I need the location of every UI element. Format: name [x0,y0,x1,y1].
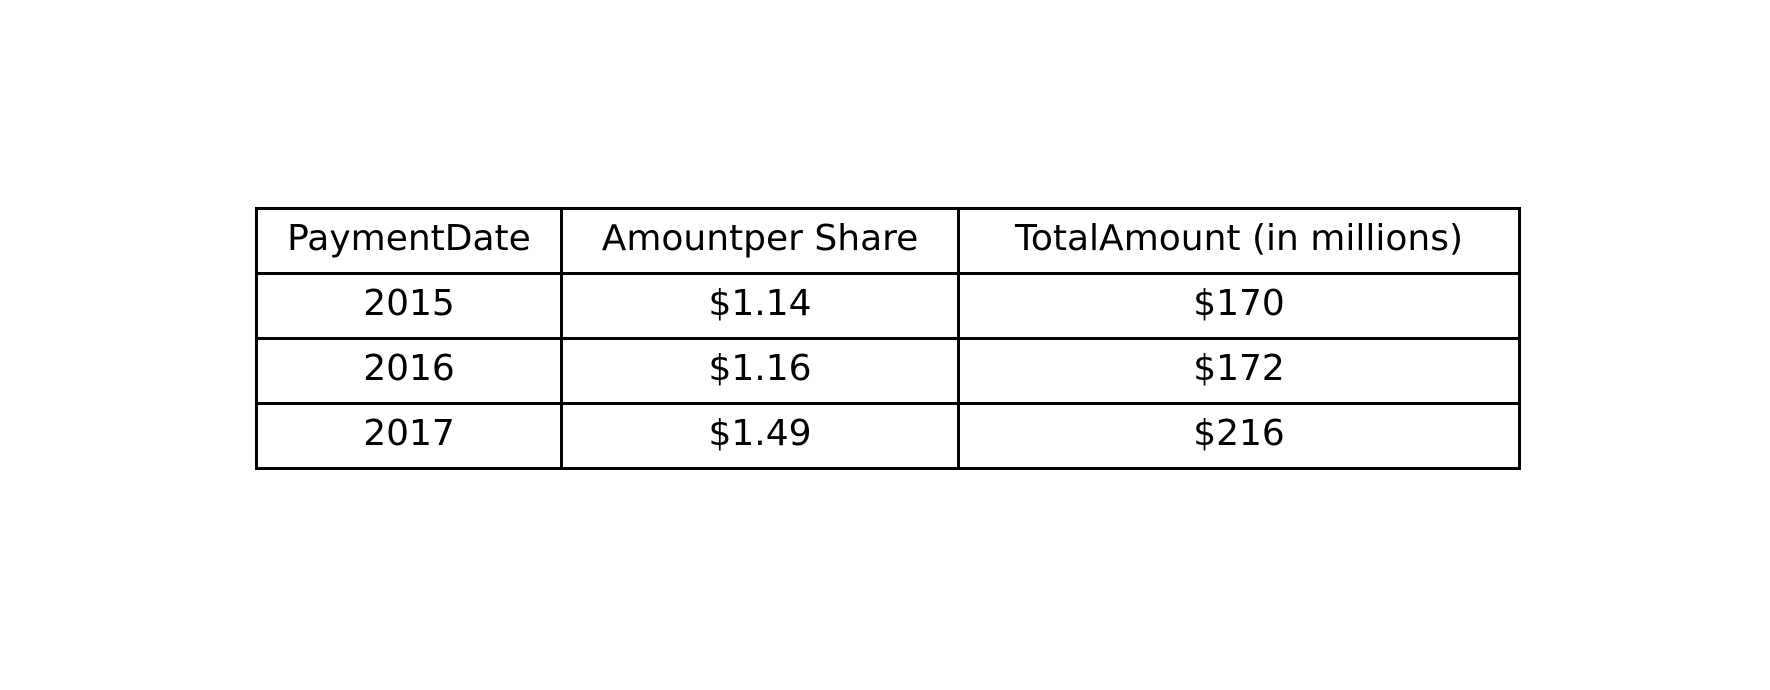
cell-value: $170 [1193,283,1285,324]
cell-value: $1.16 [708,348,812,389]
header-label: Amountper Share [601,218,919,259]
header-total-amount: TotalAmount (in millions) [957,207,1521,275]
dividend-table: PaymentDate Amountper Share TotalAmount … [255,207,1521,470]
cell-value: $216 [1193,413,1285,454]
cell-value: $1.14 [708,283,812,324]
table-row: 2015 $1.14 $170 [255,272,1521,340]
cell-total-amount: $172 [957,337,1521,405]
header-label: PaymentDate [287,218,531,259]
cell-value: 2015 [363,283,455,324]
cell-amount-per-share: $1.14 [560,272,960,340]
header-payment-date: PaymentDate [255,207,563,275]
cell-value: $172 [1193,348,1285,389]
cell-value: 2016 [363,348,455,389]
cell-total-amount: $216 [957,402,1521,470]
table-header-row: PaymentDate Amountper Share TotalAmount … [255,207,1521,275]
table-row: 2016 $1.16 $172 [255,337,1521,405]
cell-payment-date: 2016 [255,337,563,405]
cell-total-amount: $170 [957,272,1521,340]
cell-value: 2017 [363,413,455,454]
dividend-table-container: PaymentDate Amountper Share TotalAmount … [255,207,1521,470]
header-amount-per-share: Amountper Share [560,207,960,275]
header-label: TotalAmount (in millions) [1014,218,1463,259]
cell-amount-per-share: $1.16 [560,337,960,405]
cell-payment-date: 2015 [255,272,563,340]
cell-payment-date: 2017 [255,402,563,470]
cell-value: $1.49 [708,413,812,454]
cell-amount-per-share: $1.49 [560,402,960,470]
table-row: 2017 $1.49 $216 [255,402,1521,470]
